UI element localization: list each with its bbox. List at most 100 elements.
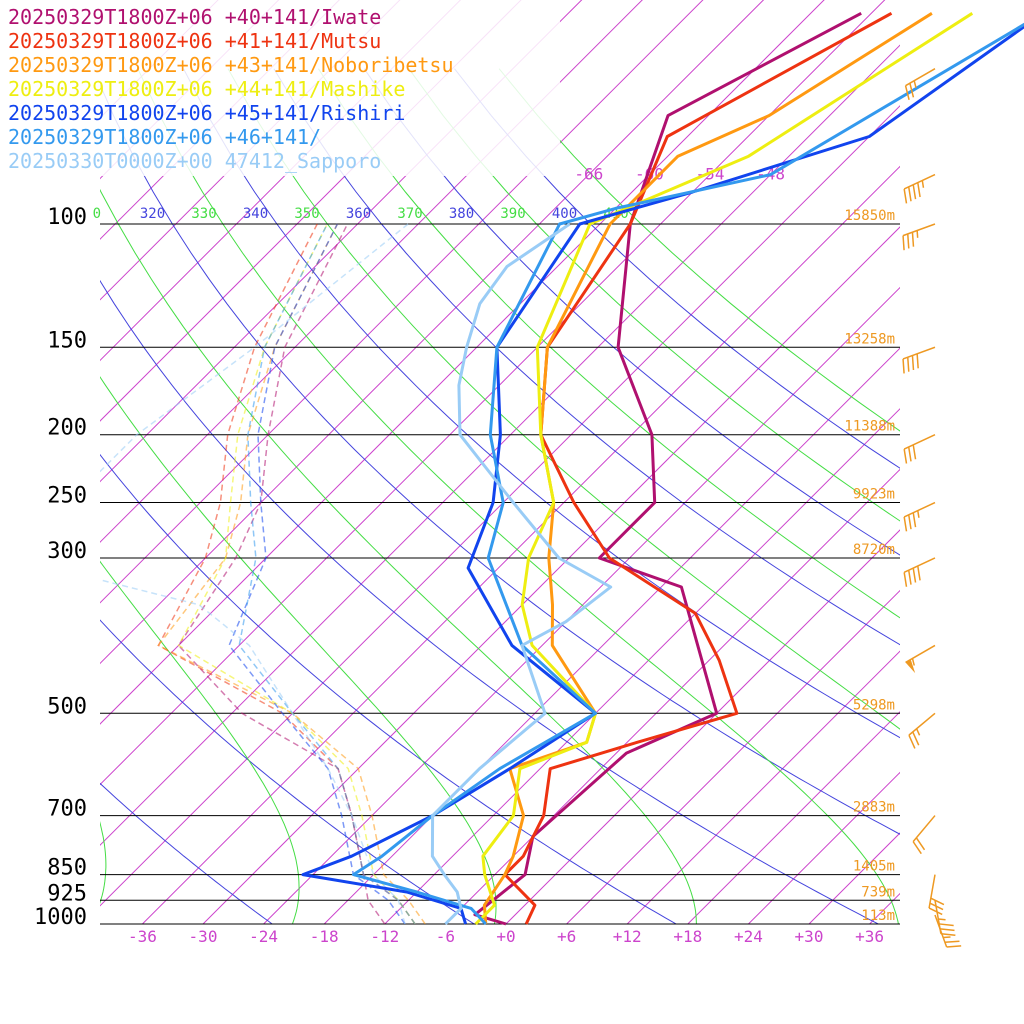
theta-label: 400 — [552, 206, 577, 222]
wind-barb — [903, 434, 936, 464]
theta-labels: 0 320 330 340 350 360 370 380 390 400 410 — [93, 206, 629, 222]
temperature-tick: +12 — [613, 927, 642, 946]
temperature-tick: +30 — [795, 927, 824, 946]
temperature-profile-line — [301, 24, 1024, 925]
legend-item: 20250330T0000Z+00 47412_Sapporo — [8, 149, 381, 173]
temperature-tick-labels: -36 -30 -24 -18 -12 -6 +0 +6 +12 +18 +24 +30 +36 — [128, 927, 884, 946]
theta-label: 350 — [294, 206, 319, 222]
wind-barb — [902, 223, 936, 251]
dewpoint-profile-line — [177, 223, 416, 924]
theta-label: 390 — [500, 206, 525, 222]
wind-barb — [902, 346, 936, 374]
height-label: 11388m — [844, 419, 895, 435]
temperature-tick: -30 — [189, 927, 218, 946]
dry-adiabat — [454, 68, 900, 469]
temperature-tick: -12 — [370, 927, 399, 946]
legend: 20250329T1800Z+06 +40+141/Iwate20250329T… — [0, 0, 560, 176]
height-label: 2883m — [853, 800, 895, 816]
height-label: 8720m — [853, 542, 895, 558]
dry-adiabat — [363, 68, 900, 556]
wind-barb — [912, 815, 936, 855]
wind-barb — [934, 900, 956, 937]
dry-adiabat — [100, 279, 879, 924]
pressure-label: 1000 — [34, 905, 87, 930]
wind-barb — [928, 874, 945, 916]
moist-adiabat — [100, 560, 300, 924]
upper-isotherm-label: -66 — [574, 165, 603, 184]
isotherm-line — [100, 0, 825, 725]
pressure-label: 850 — [47, 856, 87, 881]
pressure-label: 150 — [47, 328, 87, 353]
theta-label: 360 — [346, 206, 371, 222]
height-label: 739m — [861, 884, 895, 900]
wind-barb — [903, 501, 936, 532]
dry-adiabat — [183, 68, 900, 739]
legend-item: 20250329T1800Z+06 +46+141/ — [8, 125, 321, 149]
wind-barbs — [902, 68, 962, 948]
pressure-label: 250 — [47, 484, 87, 509]
height-label: 13258m — [844, 331, 895, 347]
temperature-profiles — [301, 11, 1024, 926]
dry-adiabat — [273, 68, 900, 646]
isotherm-line — [100, 105, 900, 907]
temperature-profile-line — [474, 12, 974, 926]
temperature-tick: +0 — [496, 927, 515, 946]
moist-adiabat — [137, 68, 899, 924]
wind-barb — [934, 914, 962, 948]
isotherm-line — [687, 711, 900, 924]
dry-adiabat — [100, 83, 900, 835]
isotherm-line — [202, 226, 900, 924]
temperature-tick: +36 — [855, 927, 884, 946]
legend-item: 20250329T1800Z+06 +45+141/Rishiri — [8, 101, 405, 125]
height-label: 113m — [861, 908, 895, 924]
legend-item: 20250329T1800Z+06 +44+141/Mashike — [8, 77, 405, 101]
height-label: 9923m — [853, 487, 895, 503]
wind-barb — [903, 173, 936, 204]
wind-barb — [905, 644, 936, 674]
theta-label: 380 — [449, 206, 474, 222]
temperature-profile-line — [473, 11, 862, 926]
moist-adiabat — [100, 188, 697, 924]
isotherm-line — [100, 0, 765, 665]
dry-adiabat — [100, 453, 677, 924]
dewpoint-profile-line — [238, 223, 416, 924]
moist-adiabat — [317, 68, 900, 619]
theta-label: 340 — [243, 206, 268, 222]
pressure-label: 200 — [47, 416, 87, 441]
temperature-tick: +18 — [673, 927, 702, 946]
pressure-label: 700 — [47, 797, 87, 822]
moist-adiabat — [100, 376, 497, 924]
isotherm-line — [100, 0, 704, 604]
temperature-tick: -18 — [310, 927, 339, 946]
moist-adiabat — [100, 820, 107, 905]
temperature-tick: +24 — [734, 927, 763, 946]
height-label: 1405m — [853, 859, 895, 875]
dewpoint-profile-line — [100, 223, 409, 924]
pressure-label: 500 — [47, 694, 87, 719]
temperature-profile-line — [430, 222, 613, 926]
temperature-tick: -6 — [436, 927, 455, 946]
isotherm-line — [384, 408, 900, 924]
legend-item: 20250329T1800Z+06 +40+141/Iwate — [8, 5, 381, 29]
dry-adiabat — [100, 782, 273, 924]
temperature-profile-line — [503, 11, 893, 925]
theta-label: 370 — [397, 206, 422, 222]
temperature-tick: -24 — [249, 927, 278, 946]
wind-barb — [903, 557, 936, 587]
temperature-tick: +6 — [557, 927, 576, 946]
isotherm-line — [869, 892, 900, 924]
moist-adiabat — [227, 68, 900, 730]
theta-label: 320 — [140, 206, 165, 222]
theta-label: 0 — [93, 206, 101, 222]
height-labels: 15850m 13258m 11388m 9923m 8720m 5298m 2883m 14… — [844, 208, 895, 924]
pressure-label: 925 — [47, 881, 87, 906]
legend-item: 20250329T1800Z+06 +41+141/Mutsu — [8, 29, 381, 53]
isotherm-line — [566, 589, 900, 924]
pressure-label: 100 — [47, 205, 87, 230]
temperature-tick: -36 — [128, 927, 157, 946]
dewpoint-profile-line — [157, 223, 426, 924]
isotherm-line — [626, 650, 900, 924]
isotherm-line — [808, 832, 900, 924]
